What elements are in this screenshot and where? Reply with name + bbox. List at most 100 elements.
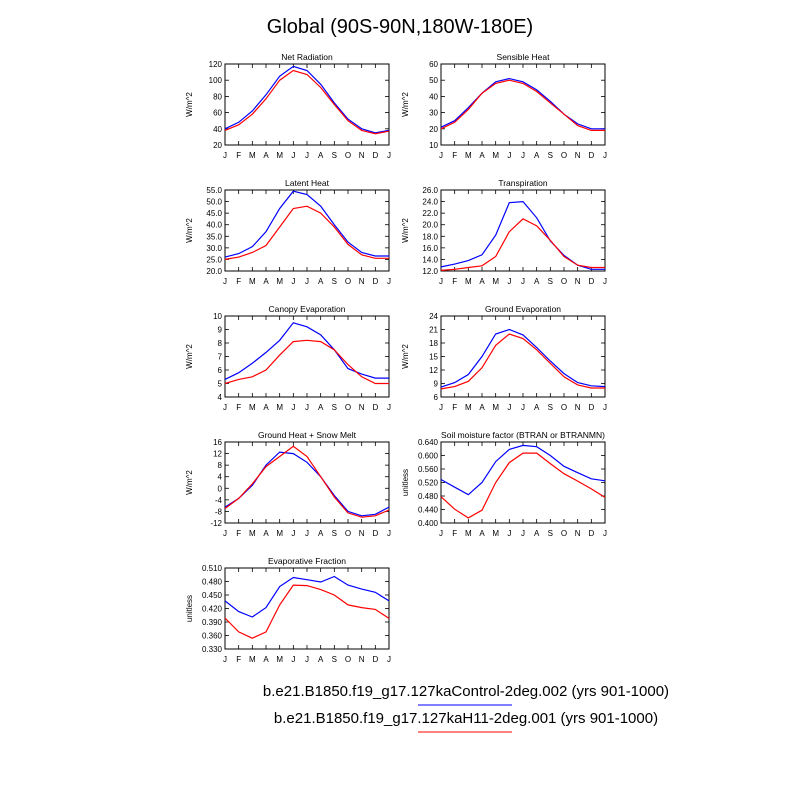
x-tick-label: N [575,151,581,160]
x-tick-label: D [588,277,594,286]
y-tick-label: 55.0 [206,186,222,195]
x-tick-label: D [372,655,378,664]
x-tick-label: J [291,655,295,664]
y-tick-label: 7 [218,353,223,362]
y-tick-label: -8 [215,507,223,516]
x-tick-label: N [359,403,365,412]
y-tick-label: 0.330 [202,645,223,654]
y-tick-label: 15 [429,353,438,362]
x-tick-label: O [561,529,567,538]
y-tick-label: -12 [210,519,222,528]
plot-frame-sensible-heat [440,63,606,146]
x-tick-label: F [236,655,241,664]
x-tick-label: S [548,277,553,286]
y-tick-label: 4 [218,473,223,482]
y-tick-label: 0.480 [202,578,223,587]
y-tick-label: 0.560 [418,465,439,474]
panel-title-transpiration: Transpiration [498,178,548,188]
x-tick-label: D [372,151,378,160]
x-tick-label: N [359,151,365,160]
x-tick-label: O [345,403,351,412]
y-tick-label: 30 [429,109,438,118]
y-tick-label: 35.0 [206,232,222,241]
y-tick-label: 40 [429,92,438,101]
y-tick-label: 9 [434,380,439,389]
legend-label-experiment: b.e21.B1850.f19_g17.127kaH11-2deg.001 (y… [274,710,658,727]
x-tick-label: M [276,403,283,412]
series-line-experiment-net-radiation [224,69,390,135]
x-tick-label: A [263,403,269,412]
x-tick-label: J [387,529,391,538]
x-tick-label: N [575,277,581,286]
y-tick-label: 0 [218,484,223,493]
x-tick-label: J [507,529,511,538]
y-tick-label: 20.0 [206,267,222,276]
x-tick-label: J [507,277,511,286]
y-tick-label: 40.0 [206,221,222,230]
x-tick-label: S [332,529,337,538]
y-tick-label: 0.600 [418,452,439,461]
x-tick-label: J [439,529,443,538]
plot-frame-ground-heat-snow-melt [224,441,390,524]
x-tick-label: M [492,403,499,412]
x-tick-label: J [603,403,607,412]
x-tick-label: A [318,529,324,538]
panel-title-net-radiation: Net Radiation [281,52,333,62]
y-tick-label: 21 [429,326,438,335]
x-tick-label: M [492,151,499,160]
panel-title-sensible-heat: Sensible Heat [497,52,551,62]
x-tick-label: J [603,529,607,538]
x-tick-label: A [534,403,540,412]
x-tick-label: J [305,277,309,286]
x-tick-label: M [249,277,256,286]
x-tick-label: A [534,151,540,160]
x-tick-label: M [465,529,472,538]
y-tick-label: 60 [429,60,438,69]
x-tick-label: N [575,403,581,412]
x-tick-label: A [318,277,324,286]
x-tick-label: J [223,277,227,286]
x-tick-label: M [276,655,283,664]
y-tick-label: 10 [429,141,438,150]
panel-title-ground-heat-snow-melt: Ground Heat + Snow Melt [258,430,357,440]
y-tick-label: 0.520 [418,479,439,488]
series-line-control-evaporative-fraction [224,575,390,618]
x-tick-label: F [452,529,457,538]
x-tick-label: J [291,403,295,412]
x-tick-label: J [439,151,443,160]
x-tick-label: D [372,403,378,412]
y-axis-label-latent-heat: W/m^2 [185,218,194,243]
x-tick-label: J [291,529,295,538]
x-tick-label: J [603,151,607,160]
series-line-control-latent-heat [224,190,389,258]
x-tick-label: J [291,277,295,286]
panel-soil-moisture-factor-btran-or-btranmn: J F M A M J J A S O N D J0.4000.4400.4800.5200.5600.… [401,430,607,538]
y-tick-label: 8 [218,339,223,348]
x-tick-label: J [291,151,295,160]
y-tick-label: 120 [209,60,223,69]
y-axis-label-net-radiation: W/m^2 [185,92,194,117]
y-tick-label: 26.0 [422,186,438,195]
y-axis-label-transpiration: W/m^2 [401,218,410,243]
y-tick-label: 16.0 [422,244,438,253]
x-tick-label: S [548,529,553,538]
x-tick-label: M [249,529,256,538]
y-tick-label: 0.440 [418,506,439,515]
y-tick-label: 80 [213,92,222,101]
y-tick-label: 18 [429,339,438,348]
panel-title-latent-heat: Latent Heat [285,178,330,188]
panel-evaporative-fraction: J F M A M J J A S O N D J0.3300.3600.3900.4200.4500.… [185,556,391,664]
y-tick-label: 60 [213,109,222,118]
x-tick-label: A [534,529,540,538]
x-tick-label: F [236,529,241,538]
x-tick-label: S [332,655,337,664]
y-tick-label: 0.360 [202,632,223,641]
y-tick-label: 4 [218,393,223,402]
series-line-control-soil-moisture-factor-btran-or-btranmn [440,444,606,496]
y-tick-label: 50 [429,76,438,85]
x-tick-label: S [548,403,553,412]
x-tick-label: J [223,403,227,412]
